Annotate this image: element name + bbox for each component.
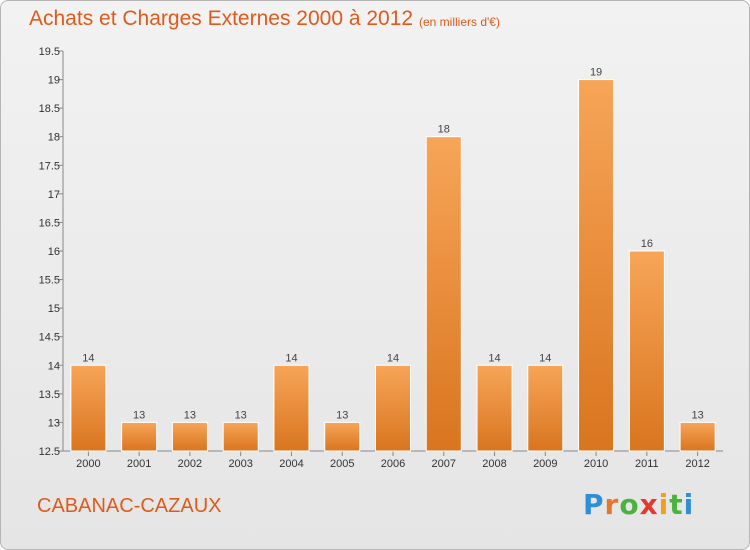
bar-value-label: 19 <box>590 67 602 79</box>
bar-value-label: 16 <box>641 238 653 250</box>
y-tick-label: 16.5 <box>39 217 60 229</box>
bar <box>578 79 615 452</box>
bar-value-label: 14 <box>82 352 94 364</box>
x-tick-label: 2007 <box>432 458 456 470</box>
y-tick-label: 14 <box>48 360 60 372</box>
logo-letter: i <box>658 488 670 521</box>
bar <box>324 421 361 452</box>
bar <box>171 421 208 452</box>
x-tick-label: 2005 <box>330 458 354 470</box>
y-tick-label: 15 <box>48 303 60 315</box>
x-tick-label: 2008 <box>482 458 506 470</box>
y-tick-label: 13 <box>48 417 60 429</box>
proxiti-logo: Proxiti <box>583 488 694 521</box>
bar <box>476 364 513 452</box>
x-tick-label: 2004 <box>279 458 303 470</box>
chart-subtitle: (en milliers d'€) <box>419 15 500 29</box>
bar <box>527 364 564 452</box>
logo-letter: i <box>683 488 695 521</box>
x-tick-label: 2003 <box>228 458 252 470</box>
x-tick-label: 2002 <box>178 458 202 470</box>
x-axis: 2000 2001 2002 2003 2004 2005 2006 2007 2008 2009… <box>63 450 723 470</box>
bar-value-label: 13 <box>133 409 145 421</box>
y-tick-label: 19 <box>48 75 60 87</box>
bar <box>425 136 462 452</box>
bar-value-label: 14 <box>387 352 399 364</box>
bar <box>222 421 259 452</box>
x-tick-label: 2012 <box>685 458 709 470</box>
bar-value-label: 13 <box>235 409 247 421</box>
y-tick-label: 17 <box>48 189 60 201</box>
y-axis: 12.5 13 13.5 14 14.5 15 15.5 16 16.5 17 17.5 18 18.5… <box>39 46 64 458</box>
commune-name: CABANAC-CAZAUX <box>37 495 222 517</box>
bar <box>679 421 716 452</box>
y-tick-label: 15.5 <box>39 275 60 287</box>
x-tick-label: 2001 <box>127 458 151 470</box>
y-tick-label: 17.5 <box>39 160 60 172</box>
y-tick-label: 19.5 <box>39 46 60 58</box>
logo-letter: t <box>669 488 684 521</box>
y-tick-label: 18 <box>48 132 60 144</box>
x-tick-label: 2006 <box>381 458 405 470</box>
bars: 14 13 13 13 14 13 14 18 14 14 19 16 13 <box>70 67 716 452</box>
bar <box>70 364 107 452</box>
logo-letter: o <box>619 488 640 521</box>
bar <box>273 364 310 452</box>
logo-letter: P <box>583 488 605 521</box>
bar-value-label: 14 <box>285 352 297 364</box>
x-tick-label: 2000 <box>76 458 100 470</box>
bar-value-label: 14 <box>539 352 551 364</box>
x-tick-label: 2010 <box>584 458 608 470</box>
y-tick-label: 13.5 <box>39 389 60 401</box>
bar-value-label: 13 <box>184 409 196 421</box>
bar-value-label: 13 <box>691 409 703 421</box>
x-tick-label: 2011 <box>635 458 659 470</box>
y-tick-label: 16 <box>48 246 60 258</box>
bar-value-label: 14 <box>488 352 500 364</box>
x-tick-label: 2009 <box>533 458 557 470</box>
bar-value-label: 18 <box>438 124 450 136</box>
logo-letter: x <box>639 488 659 521</box>
chart-title: Achats et Charges Externes 2000 à 2012 <box>29 7 414 30</box>
y-tick-label: 14.5 <box>39 332 60 344</box>
logo-letter: r <box>604 488 620 521</box>
bar <box>374 364 412 452</box>
y-tick-label: 12.5 <box>39 446 60 458</box>
bar <box>628 250 665 452</box>
bar-value-label: 13 <box>336 409 348 421</box>
bar <box>121 421 158 452</box>
y-tick-label: 18.5 <box>39 103 60 115</box>
